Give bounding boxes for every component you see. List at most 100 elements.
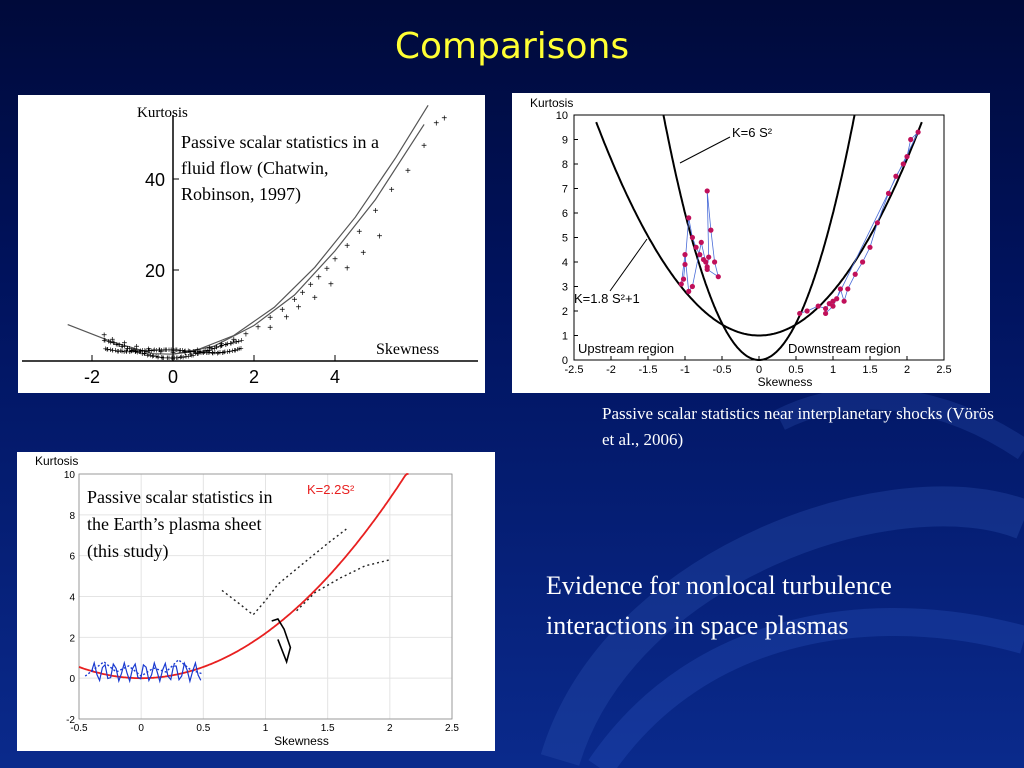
chart1-point: + [210,344,215,354]
chart1-point: + [116,346,121,356]
chart1-point: + [155,352,160,362]
chart2-arrow-k18 [609,238,648,292]
chart1-point: + [186,352,191,362]
chart1-point: + [154,346,159,356]
chart1-point: + [105,345,110,355]
chart2-point-downstream [815,303,821,309]
chart1-point: + [296,302,302,313]
chart1-point: + [108,337,113,347]
chart3-frame [78,473,453,720]
chart2-point-upstream [689,283,695,290]
chart1-xlabel: Skewness [376,341,440,358]
chart1-point: + [267,313,273,324]
chart1-point: + [212,344,217,354]
chart2-point-downstream [834,296,840,302]
chart1-point: + [103,344,108,354]
chart1-point: + [219,340,225,351]
chart1-point: + [147,345,152,355]
chart2-point-downstream [823,310,829,317]
chart-interplanetary-shocks-svg: -2.5 -2 -1.5 -1 -0.5 0 0.5 1 1.5 2 2.5 0 1 2 3 4 5 6 7 8 9 10… [530,96,952,389]
chart1-point: + [119,347,124,357]
chart1-point: + [201,348,206,358]
chart1-point: + [151,351,156,361]
chart1-point: + [115,346,120,356]
chart1-point: + [236,336,241,346]
chart2-y-tick-label: 4 [562,257,568,269]
chart1-point: + [360,248,366,259]
chart1-point: + [332,255,338,266]
chart1-point: + [237,344,242,354]
chart2-point-downstream [893,173,899,179]
chart3-series-1 [221,528,347,616]
chart2-curve-k6 [662,115,856,361]
chart1-point: + [283,312,289,323]
chart1-point: + [223,340,228,350]
chart1-point: + [324,264,330,275]
chart1-point-cloud: ++++++++++++++++++++++++++++++++++++++++… [102,335,245,363]
chart1-point: + [134,342,140,353]
chart2-annotation-downstream: Downstream region [788,341,901,356]
chart1-point: + [232,345,237,355]
chart2-point-downstream [885,190,892,196]
chart3-annotation-k22: K=2.2S² [307,482,355,497]
chart1-point: + [180,346,185,356]
chart1-point: + [140,346,145,356]
chart2-point-downstream [908,136,914,143]
chart1-point: + [129,346,134,356]
chart1-point: + [373,206,379,217]
chart3-xlabel: Skewness [274,734,329,748]
chart1-point: + [189,350,194,360]
chart1-point: + [165,353,170,363]
chart1-point: + [165,353,170,363]
chart1-point: + [111,338,116,348]
chart2-y-tick-label: 0 [562,355,568,367]
chart1-point: + [142,349,147,359]
chart2-point-downstream [830,298,836,304]
chart1-point: + [441,113,447,124]
chart1-point: + [195,349,200,359]
chart1-point: + [122,347,127,357]
chart1-point: + [104,344,109,354]
chart1-point: + [110,346,115,356]
chart2-point-upstream [704,266,710,272]
chart2-point-downstream [845,286,851,292]
chart1-point: + [196,347,201,357]
chart1-point: + [112,338,117,348]
chart3-ylabel: Kurtosis [35,454,78,468]
chart1-point: + [113,345,118,355]
chart2-series-downstream-line [799,131,919,314]
chart1-point: + [117,340,122,350]
chart3-curve-k22 [78,473,409,680]
chart1-point: + [225,347,230,357]
chart-plasma-sheet-svg: -0.5 0 0.5 1 1.5 2 2.5 -2 0 2 4 6 8 10 Kurtosis Skewnes… [35,454,459,748]
chart1-point: + [170,353,175,363]
chart1-point: + [235,344,240,354]
chart1-point: + [123,346,128,356]
chart3-y-tick-label: 8 [69,511,75,522]
chart2-point-downstream [852,271,858,277]
chart3-y-tick-label: 10 [64,470,76,481]
chart1-point: + [142,346,147,356]
chart1-point: + [377,231,383,242]
chart1-point: + [356,227,362,238]
chart1-point: + [169,345,174,355]
chart1-point: + [109,335,115,346]
chart1-point: + [157,345,162,355]
chart1-caption: Passive scalar statistics in a fluid flo… [181,132,379,204]
chart2-x-tick-label: 2.5 [936,364,951,376]
chart1-point: + [216,348,221,358]
chart1-point: + [186,346,191,356]
chart2-point-upstream [708,227,714,233]
chart1-y-tick-label: 40 [145,170,165,190]
chart2-point-downstream [804,308,810,314]
chart1-point: + [225,339,230,349]
chart1-point: + [312,293,318,304]
chart1-point: + [151,345,156,355]
chart1-ylabel: Kurtosis [137,105,188,121]
chart3-black-trace [271,618,292,665]
chart2-point-downstream [797,310,803,317]
chart2-point-upstream [682,252,688,258]
chart2-point-downstream [915,129,921,135]
chart3-x-tick-label: 1 [263,723,269,734]
chart3-x-tick-label: -0.5 [70,723,88,734]
